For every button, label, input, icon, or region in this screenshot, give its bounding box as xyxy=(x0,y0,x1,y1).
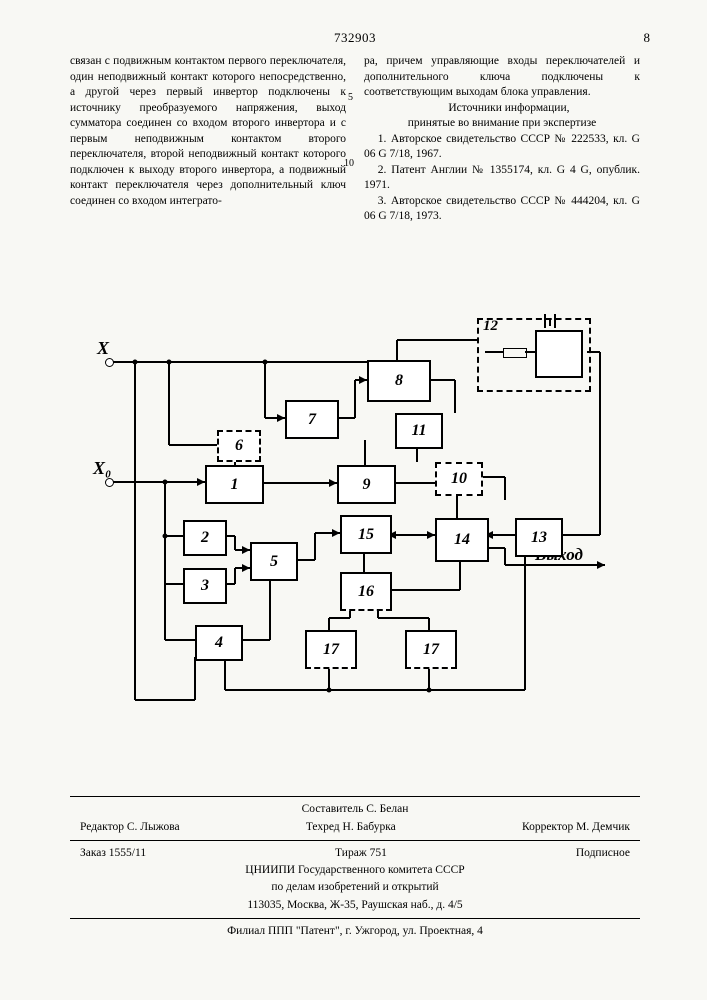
junction-dot xyxy=(263,360,268,365)
block-17: 17 xyxy=(305,630,357,669)
line-marker-10: 10 xyxy=(344,158,354,169)
block-2: 2 xyxy=(183,520,227,556)
block-15: 15 xyxy=(340,515,392,554)
block-10: 10 xyxy=(435,462,483,496)
block-5: 5 xyxy=(250,542,298,581)
block-12: 12 xyxy=(477,318,591,392)
block-11: 11 xyxy=(395,413,443,449)
sources-title: Источники информации, принятые во вниман… xyxy=(364,101,640,132)
block-3: 3 xyxy=(183,568,227,604)
block-16: 16 xyxy=(340,572,392,611)
tech-editor: Техред Н. Бабурка xyxy=(306,819,396,836)
terminal-x0 xyxy=(105,478,114,487)
document-number: 732903 xyxy=(70,30,640,46)
subscription: Подписное xyxy=(576,845,630,862)
terminal-x xyxy=(105,358,114,367)
block-4: 4 xyxy=(195,625,243,661)
block-17b: 17 xyxy=(405,630,457,669)
compiler: Составитель С. Белан xyxy=(70,801,640,818)
footer: Составитель С. Белан Редактор С. Лыжова … xyxy=(70,792,640,940)
junction-dot xyxy=(163,480,168,485)
block-diagram: X X₀ Выход 123456789101112131415161717 xyxy=(105,290,605,730)
corrector: Корректор М. Демчик xyxy=(522,819,630,836)
org-line-2: по делам изобретений и открытий xyxy=(70,879,640,896)
left-column: связан с подвижным контактом первого пер… xyxy=(70,54,346,225)
org-line-1: ЦНИИПИ Государственного комитета СССР xyxy=(70,862,640,879)
right-p1: ра, причем управляющие входы переключате… xyxy=(364,54,640,101)
block-14: 14 xyxy=(435,518,489,562)
block-9: 9 xyxy=(337,465,396,504)
source-2: 2. Патент Англии № 1355174, кл. G 4 G, о… xyxy=(364,163,640,194)
junction-dot xyxy=(167,360,172,365)
block-8: 8 xyxy=(367,360,431,402)
filial: Филиал ППП "Патент", г. Ужгород, ул. Про… xyxy=(70,923,640,940)
editor: Редактор С. Лыжова xyxy=(80,819,180,836)
label-x0: X₀ xyxy=(93,458,111,479)
address: 113035, Москва, Ж-35, Раушская наб., д. … xyxy=(70,897,640,914)
block-7: 7 xyxy=(285,400,339,439)
line-marker-5: 5 xyxy=(348,92,353,103)
block-1: 1 xyxy=(205,465,264,504)
order-number: Заказ 1555/11 xyxy=(80,845,146,862)
junction-dot xyxy=(133,360,138,365)
junction-dot xyxy=(327,688,332,693)
tirage: Тираж 751 xyxy=(335,845,387,862)
text-columns: связан с подвижным контактом первого пер… xyxy=(70,54,640,225)
block-6: 6 xyxy=(217,430,261,462)
left-column-text: связан с подвижным контактом первого пер… xyxy=(70,54,346,209)
junction-dot xyxy=(163,534,168,539)
label-x: X xyxy=(97,338,109,359)
right-column: ра, причем управляющие входы переключате… xyxy=(364,54,640,225)
block-13: 13 xyxy=(515,518,563,557)
page-number: 8 xyxy=(644,30,651,46)
source-1: 1. Авторское свидетельство СССР № 222533… xyxy=(364,132,640,163)
source-3: 3. Авторское свидетельство СССР № 444204… xyxy=(364,194,640,225)
junction-dot xyxy=(427,688,432,693)
